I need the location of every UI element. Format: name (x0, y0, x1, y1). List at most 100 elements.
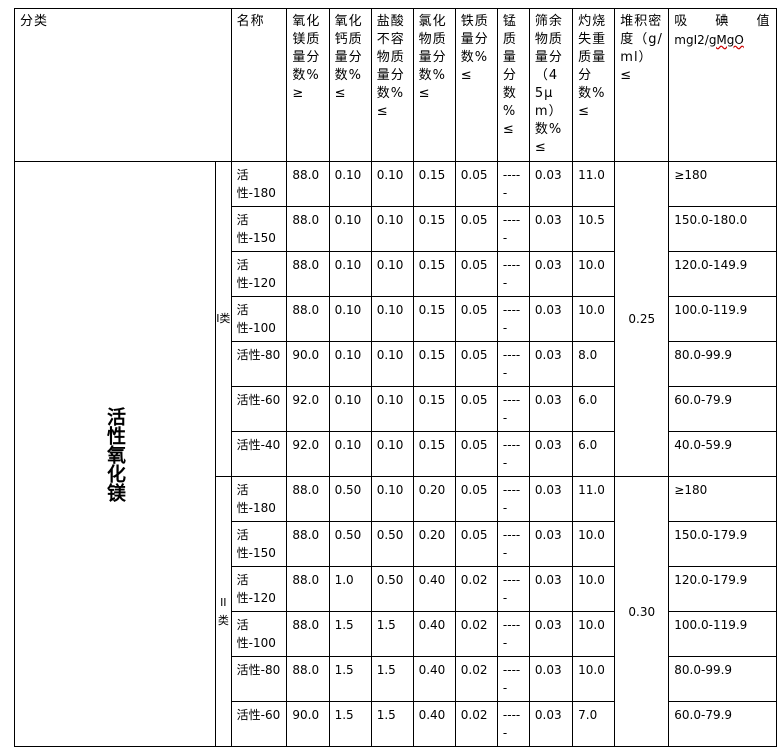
cell-iron: 0.05 (454, 521, 498, 567)
header-iodine-title: 吸 碘 值 (674, 14, 770, 29)
cell-mgo: 92.0 (286, 431, 330, 477)
header-row: 分类 名称 氧化镁质量分数%≥ 氧化钙质量分数%≤ 盐酸不容物质量分数%≤ 氯化… (14, 8, 777, 162)
cell-chloride: 0.15 (412, 431, 456, 477)
header-chloride: 氯化物质量分数%≤ (412, 8, 456, 162)
cell-hcl-insoluble: 0.10 (370, 476, 414, 522)
cell-ignition-loss: 8.0 (572, 341, 616, 387)
cell-hcl-insoluble: 0.50 (370, 521, 414, 567)
table-body: 活性氧化镁 I类 活性-180 88.0 0.10 0.10 0.15 0.05 ----- 0.… (14, 161, 777, 747)
table-row: 活性氧化镁 I类 活性-180 88.0 0.10 0.10 0.15 0.05 ----- 0.… (14, 161, 777, 747)
spec-table: 分类 名称 氧化镁质量分数%≥ 氧化钙质量分数%≤ 盐酸不容物质量分数%≤ 氯化… (14, 8, 777, 747)
cell-name: 活性-150 (230, 206, 288, 252)
cell-iron: 0.05 (454, 161, 498, 207)
cell-iron: 0.05 (454, 476, 498, 522)
cell-sieve: 0.03 (528, 161, 574, 207)
cell-iodine: ≥180 (668, 476, 777, 522)
cell-ignition-loss: 10.0 (572, 656, 616, 702)
cell-iron: 0.02 (454, 701, 498, 747)
cell-mgo: 90.0 (286, 341, 330, 387)
cell-cao: 0.10 (328, 251, 372, 297)
cell-name: 活性-60 (230, 701, 288, 747)
cell-iodine: 80.0-99.9 (668, 341, 777, 387)
header-iodine: 吸 碘 值 mgI2/gMgO (668, 8, 777, 162)
cell-mgo: 88.0 (286, 611, 330, 657)
header-hcl-insoluble: 盐酸不容物质量分数%≤ (370, 8, 414, 162)
cell-iron: 0.05 (454, 386, 498, 432)
cell-cao: 0.10 (328, 161, 372, 207)
cell-sieve: 0.03 (528, 386, 574, 432)
cell-hcl-insoluble: 0.10 (370, 161, 414, 207)
cell-sieve: 0.03 (528, 431, 574, 477)
cell-cao: 0.10 (328, 296, 372, 342)
cell-sieve: 0.03 (528, 656, 574, 702)
cell-hcl-insoluble: 1.5 (370, 611, 414, 657)
header-cao: 氧化钙质量分数%≤ (328, 8, 372, 162)
header-iron: 铁质量分数%≤ (454, 8, 498, 162)
header-ignition-loss: 灼烧失重质量分数%≤ (572, 8, 616, 162)
cell-manganese: ----- (496, 206, 530, 252)
cell-cao: 1.5 (328, 611, 372, 657)
cell-ignition-loss: 11.0 (572, 161, 616, 207)
cell-hcl-insoluble: 0.10 (370, 251, 414, 297)
cell-mgo: 88.0 (286, 476, 330, 522)
cell-manganese: ----- (496, 296, 530, 342)
cell-cao: 0.10 (328, 206, 372, 252)
cell-ignition-loss: 10.5 (572, 206, 616, 252)
cell-iodine: 40.0-59.9 (668, 431, 777, 477)
cell-sieve: 0.03 (528, 296, 574, 342)
cell-iodine: 150.0-180.0 (668, 206, 777, 252)
table-row: 活性-100 88.0 0.10 0.10 0.15 0.05 ----- 0.03 10.0 1… (15, 296, 777, 342)
cell-ignition-loss: 10.0 (572, 251, 616, 297)
cell-hcl-insoluble: 0.10 (370, 431, 414, 477)
cell-ignition-loss: 7.0 (572, 701, 616, 747)
cell-iron: 0.02 (454, 611, 498, 657)
cell-chloride: 0.20 (412, 476, 456, 522)
header-mgo: 氧化镁质量分数%≥ (286, 8, 330, 162)
cell-sieve: 0.03 (528, 566, 574, 612)
cell-chloride: 0.20 (412, 521, 456, 567)
cell-sieve: 0.03 (528, 701, 574, 747)
unit-prefix: mgI2/ (674, 33, 709, 47)
cell-cao: 1.5 (328, 656, 372, 702)
cell-iodine: 80.0-99.9 (668, 656, 777, 702)
header-bulk-density: 堆积密度（g/ml）≤ (614, 8, 670, 162)
cell-chloride: 0.15 (412, 386, 456, 432)
cell-name: 活性-100 (230, 611, 288, 657)
cell-manganese: ----- (496, 161, 530, 207)
cell-iodine: 120.0-149.9 (668, 251, 777, 297)
cell-iron: 0.05 (454, 206, 498, 252)
cell-iodine: 100.0-119.9 (668, 296, 777, 342)
cell-cao: 0.50 (328, 521, 372, 567)
table-row: 活性-80 90.0 0.10 0.10 0.15 0.05 ----- 0.03 8.0 80.… (15, 341, 777, 387)
cell-sieve: 0.03 (528, 476, 574, 522)
cell-hcl-insoluble: 0.50 (370, 566, 414, 612)
cell-cao: 1.0 (328, 566, 372, 612)
cell-iodine: 150.0-179.9 (668, 521, 777, 567)
cell-name: 活性-180 (230, 161, 288, 207)
cell-chloride: 0.40 (412, 566, 456, 612)
header-manganese: 锰质量分数 %≤ (496, 8, 530, 162)
cell-hcl-insoluble: 1.5 (370, 701, 414, 747)
cell-manganese: ----- (496, 521, 530, 567)
group-label: I类 (215, 161, 232, 477)
cell-iodine: ≥180 (668, 161, 777, 207)
cell-iron: 0.02 (454, 656, 498, 702)
header-name: 名称 (230, 8, 288, 162)
cell-manganese: ----- (496, 476, 530, 522)
cell-chloride: 0.40 (412, 611, 456, 657)
cell-cao: 0.50 (328, 476, 372, 522)
cell-chloride: 0.15 (412, 206, 456, 252)
cell-cao: 0.10 (328, 386, 372, 432)
header-iodine-unit: mgI2/gMgO (674, 31, 771, 49)
cell-sieve: 0.03 (528, 521, 574, 567)
cell-name: 活性-180 (230, 476, 288, 522)
cell-hcl-insoluble: 0.10 (370, 206, 414, 252)
category-cell: 活性氧化镁 (14, 161, 216, 747)
cell-cao: 0.10 (328, 431, 372, 477)
cell-hcl-insoluble: 0.10 (370, 296, 414, 342)
cell-name: 活性-40 (230, 431, 288, 477)
unit-suffix: gMgO (708, 33, 744, 47)
cell-name: 活性-60 (230, 386, 288, 432)
cell-name: 活性-150 (230, 521, 288, 567)
cell-ignition-loss: 10.0 (572, 296, 616, 342)
